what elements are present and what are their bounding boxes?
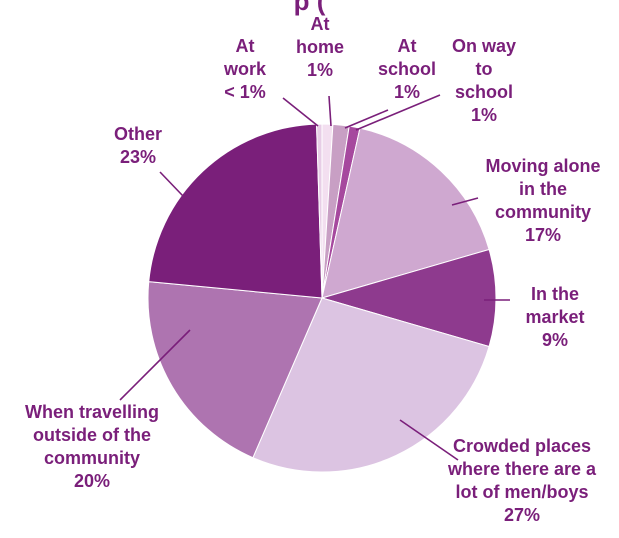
slice-label-1: At school 1% — [378, 36, 436, 102]
slice-label-line: 23% — [120, 147, 156, 167]
leader-line-8 — [282, 97, 319, 127]
slice-label-line: In the — [531, 284, 579, 304]
slice-label-line: 1% — [394, 82, 420, 102]
slice-label-line: community — [495, 202, 591, 222]
slice-label-line: where there are a — [447, 459, 597, 479]
leader-line-1 — [344, 109, 389, 129]
slice-label-7: Other 23% — [114, 124, 162, 167]
slice-label-2: On way to school 1% — [452, 36, 516, 125]
slice-label-4: In the market 9% — [525, 284, 584, 350]
slice-label-line: to — [476, 59, 493, 79]
slice-label-line: < 1% — [224, 82, 266, 102]
leader-line-2 — [355, 94, 441, 131]
slice-label-line: At — [398, 36, 417, 56]
leader-line-5 — [399, 419, 459, 461]
slice-label-line: 9% — [542, 330, 568, 350]
slice-label-line: community — [44, 448, 140, 468]
slice-label-line: Crowded places — [453, 436, 591, 456]
leader-line-7 — [159, 171, 184, 197]
slice-label-line: work — [223, 59, 267, 79]
slice-label-0: At home 1% — [296, 14, 344, 80]
leader-line-3 — [451, 197, 479, 206]
slice-label-line: 20% — [74, 471, 110, 491]
slice-label-line: 27% — [504, 505, 540, 525]
pie-slice-3 — [321, 127, 490, 299]
chart-title-fragment: p ( — [293, 0, 326, 16]
pie-slice-5 — [252, 297, 490, 473]
slice-label-line: On way — [452, 36, 516, 56]
slice-label-line: At — [311, 14, 330, 34]
leader-line-0 — [328, 95, 332, 127]
pie-slice-7 — [148, 123, 323, 299]
slice-labels: At home 1% At school 1% On way to school 1% Moving… — [25, 14, 601, 525]
slice-label-line: in the — [519, 179, 567, 199]
leader-lines — [119, 94, 510, 461]
slice-label-line: lot of men/boys — [455, 482, 588, 502]
slice-label-line: 17% — [525, 225, 561, 245]
slice-label-line: 1% — [307, 60, 333, 80]
slice-label-line: Other — [114, 124, 162, 144]
slice-label-6: When travelling outside of the community 20… — [25, 402, 159, 491]
slice-label-line: 1% — [471, 105, 497, 125]
slice-label-line: At — [236, 36, 255, 56]
leader-line-6 — [119, 329, 191, 401]
slice-label-8: At work < 1% — [223, 36, 267, 102]
slice-label-line: school — [455, 82, 513, 102]
slice-label-line: Moving alone — [485, 156, 600, 176]
slice-label-line: school — [378, 59, 436, 79]
slice-label-line: market — [525, 307, 584, 327]
slice-label-line: When travelling — [25, 402, 159, 422]
slice-label-5: Crowded places where there are a lot of me… — [447, 436, 597, 525]
pie-slice-4 — [320, 248, 497, 348]
pie-slices — [147, 123, 497, 473]
pie-slice-6 — [147, 281, 323, 459]
slice-label-3: Moving alone in the community 17% — [485, 156, 600, 245]
slice-label-line: outside of the — [33, 425, 151, 445]
slice-label-line: home — [296, 37, 344, 57]
